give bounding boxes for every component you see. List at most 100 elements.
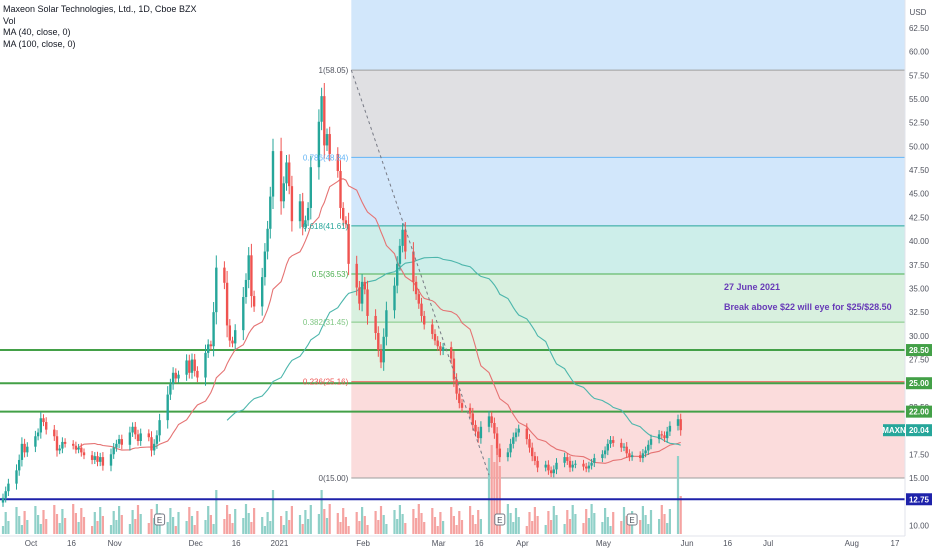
volume-bar xyxy=(207,506,210,534)
volume-bar xyxy=(622,507,626,534)
candle-body xyxy=(455,379,458,394)
candle-body xyxy=(77,447,80,450)
candle-body xyxy=(668,425,672,432)
price-tick-label: 15.00 xyxy=(909,474,930,483)
fib-zone xyxy=(351,70,905,158)
candle-body xyxy=(215,267,218,313)
fibonacci-retracement[interactable] xyxy=(351,0,905,479)
price-tick-label: 42.50 xyxy=(909,213,930,222)
candle-body xyxy=(174,372,177,379)
volume-bar xyxy=(512,522,515,534)
volume-bar xyxy=(415,518,418,534)
price-badge-label: 20.04 xyxy=(909,426,930,435)
candle-body xyxy=(571,464,574,468)
candle-body xyxy=(641,453,645,459)
volume-bar xyxy=(385,524,388,534)
volume-bar xyxy=(169,508,172,534)
time-axis[interactable]: Oct 16 Nov Dec 16 2021 Feb Mar 16 Apr May Jun 16 Jul A… xyxy=(0,535,905,548)
volume-bar xyxy=(379,506,383,534)
volume-bar xyxy=(253,508,256,534)
annotation-text[interactable]: Break above $22 will eye for $25/$28.50 xyxy=(724,302,892,312)
candle-body xyxy=(18,459,21,471)
volume-bar xyxy=(366,525,369,534)
volume-bar xyxy=(342,508,345,534)
volume-bar xyxy=(231,523,234,534)
legend-symbol[interactable]: Maxeon Solar Technologies, Ltd., 1D, Cbo… xyxy=(3,4,197,14)
volume-bar xyxy=(506,504,509,534)
legend-ma100[interactable]: MA (100, close, 0) xyxy=(3,38,76,49)
candle-body xyxy=(225,282,229,326)
volume-bar xyxy=(53,505,56,534)
candle-body xyxy=(15,470,18,484)
candle-body xyxy=(590,462,593,466)
candle-body xyxy=(603,450,607,455)
volume-bar xyxy=(45,519,48,534)
volume-bar xyxy=(134,519,137,534)
candle-body xyxy=(620,442,623,448)
candle-body xyxy=(363,281,366,290)
candle-body xyxy=(261,277,264,307)
candle-body xyxy=(433,333,437,341)
volume-bar xyxy=(487,458,491,534)
candle-body xyxy=(525,428,528,440)
legend-volume[interactable]: Vol xyxy=(3,15,16,26)
price-tick-label: 60.00 xyxy=(909,48,930,57)
volume-bar xyxy=(423,522,426,534)
annotation-date[interactable]: 27 June 2021 xyxy=(724,282,781,292)
candle-body xyxy=(347,224,350,264)
candle-body xyxy=(96,456,99,462)
volume-bar xyxy=(514,508,518,534)
price-axis[interactable]: USD 62.50 60.00 57.50 55.00 52.50 50.00 47.50 45… xyxy=(882,0,932,550)
candle-body xyxy=(279,151,283,202)
candle-body xyxy=(517,428,520,433)
volume-bar xyxy=(282,525,285,534)
trend-line[interactable] xyxy=(350,69,490,476)
candle-body xyxy=(136,434,140,441)
earnings-marker xyxy=(626,513,638,526)
price-badge-label: 25.00 xyxy=(909,379,930,388)
candle-body xyxy=(555,462,558,470)
candle-body xyxy=(328,134,331,154)
ma100-line xyxy=(226,256,681,446)
time-tick-label: Oct xyxy=(25,539,38,548)
candle-body xyxy=(263,251,267,278)
horizontal-levels[interactable] xyxy=(0,349,905,501)
price-tick-label: 17.50 xyxy=(909,450,930,459)
time-tick-label: May xyxy=(596,539,611,548)
volume-bar xyxy=(606,517,609,534)
volume-bar xyxy=(536,516,539,534)
currency-label: USD xyxy=(910,8,927,17)
price-tick-label: 35.00 xyxy=(909,284,930,293)
candle-body xyxy=(190,359,194,373)
candle-body xyxy=(498,448,501,458)
candle-body xyxy=(606,443,609,451)
candle-body xyxy=(431,324,434,334)
candle-body xyxy=(269,196,272,229)
candle-body xyxy=(566,457,569,461)
volume-bar xyxy=(433,517,437,534)
candle-body xyxy=(676,419,680,426)
candle-body xyxy=(23,443,26,453)
volume-bar xyxy=(328,504,331,534)
candle-body xyxy=(288,162,291,187)
candle-body xyxy=(53,429,56,437)
volume-bar xyxy=(234,509,237,534)
candle-body xyxy=(404,229,407,252)
candle-body xyxy=(234,330,237,344)
volume-bar xyxy=(566,510,569,534)
candle-body xyxy=(26,446,29,453)
fib-level-label: 1(58.05) xyxy=(319,66,349,75)
candle-body xyxy=(42,418,45,423)
volume-bar xyxy=(471,515,474,534)
volume-bar xyxy=(528,512,531,534)
volume-bar xyxy=(80,508,83,534)
candle-body xyxy=(506,452,510,458)
volume-bar xyxy=(552,506,555,534)
candle-body xyxy=(609,440,612,444)
legend-ma40[interactable]: MA (40, close, 0) xyxy=(3,27,71,37)
symbol-tag-label: MAXN xyxy=(882,426,906,435)
price-badge xyxy=(906,377,932,390)
candle-body xyxy=(630,455,634,458)
